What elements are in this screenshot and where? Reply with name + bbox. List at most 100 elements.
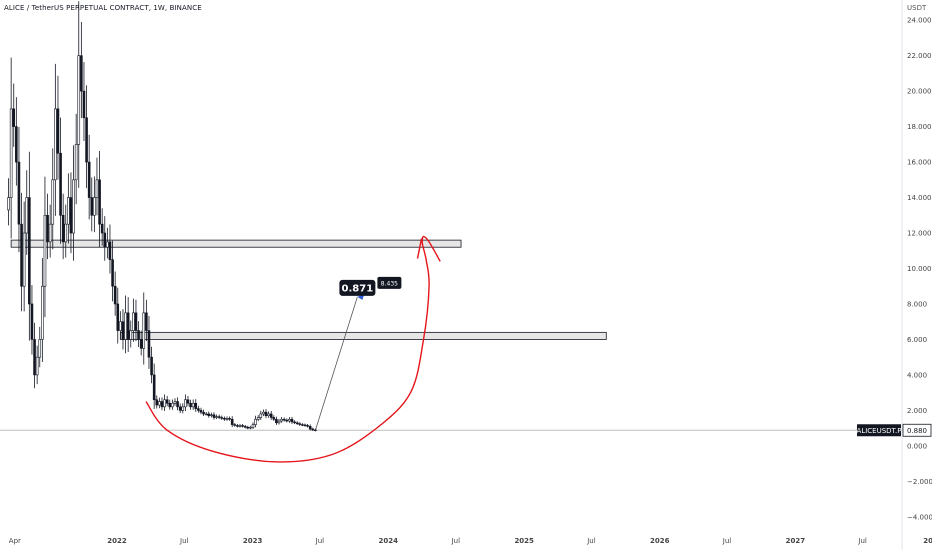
candle-body bbox=[191, 402, 195, 408]
candle-body bbox=[223, 418, 226, 420]
candle-body bbox=[72, 179, 75, 234]
candle-body bbox=[228, 418, 231, 420]
candle-body bbox=[139, 339, 143, 349]
x-tick-label: 202 bbox=[923, 537, 932, 545]
candle-body bbox=[251, 424, 255, 428]
candle-body bbox=[225, 418, 229, 420]
candle-body bbox=[269, 413, 273, 418]
candle-body bbox=[82, 90, 86, 119]
x-tick-label: 2027 bbox=[786, 537, 806, 545]
y-tick-label: 8.000 bbox=[907, 300, 927, 308]
candle-body bbox=[113, 285, 117, 305]
candle-body bbox=[220, 417, 224, 419]
candle-body bbox=[85, 117, 88, 163]
candle-body bbox=[230, 418, 234, 425]
candle-body bbox=[74, 144, 78, 181]
y-tick-label: 0.000 bbox=[907, 442, 927, 450]
candle-body bbox=[308, 426, 312, 430]
candle-body bbox=[285, 419, 289, 422]
candle-body bbox=[119, 321, 122, 331]
candle-body bbox=[217, 416, 221, 418]
candle-body bbox=[272, 417, 276, 420]
ratio-box bbox=[339, 279, 376, 296]
candle-body bbox=[132, 312, 135, 331]
candle-body bbox=[163, 399, 166, 408]
y-tick-label: 10.000 bbox=[907, 265, 932, 273]
candle-body bbox=[20, 223, 23, 287]
currency-label: USDT bbox=[907, 4, 927, 12]
candle-body bbox=[150, 356, 153, 376]
y-tick-label: −4.000 bbox=[907, 513, 932, 521]
candle-body bbox=[93, 197, 96, 216]
candle-body bbox=[178, 406, 182, 411]
candle-body bbox=[9, 108, 13, 198]
target-box bbox=[377, 276, 402, 289]
candle-body bbox=[168, 402, 172, 408]
candle-body bbox=[87, 161, 91, 198]
candle-body bbox=[38, 339, 42, 358]
candle-body bbox=[295, 422, 299, 424]
y-tick-label: 14.000 bbox=[907, 194, 932, 202]
candle-body bbox=[236, 425, 239, 427]
x-tick-label: 2026 bbox=[650, 537, 670, 545]
candle-body bbox=[54, 108, 57, 181]
y-tick-label: 22.000 bbox=[907, 52, 932, 60]
candle-body bbox=[142, 312, 146, 349]
candle-body bbox=[33, 339, 36, 376]
candle-body bbox=[59, 152, 62, 216]
target-label: 8.435 bbox=[381, 280, 398, 287]
candle-body bbox=[262, 411, 265, 415]
y-tick-label: 6.000 bbox=[907, 336, 927, 344]
candle-body bbox=[35, 356, 39, 376]
last-price-tag bbox=[902, 423, 932, 437]
candle-body bbox=[238, 425, 242, 427]
candle-body bbox=[48, 223, 52, 243]
candle-body bbox=[215, 416, 218, 418]
candle-body bbox=[210, 414, 213, 417]
y-tick-label: 20.000 bbox=[907, 88, 932, 96]
y-tick-label: 16.000 bbox=[907, 159, 932, 167]
y-tick-label: 24.000 bbox=[907, 17, 932, 25]
symbol-tag-label: ALICEUSDT.P bbox=[857, 427, 902, 435]
candle-body bbox=[241, 425, 244, 427]
candle-body bbox=[194, 402, 198, 409]
projection-curve bbox=[145, 235, 441, 463]
candle-body bbox=[98, 179, 101, 225]
y-tick-label: −2.000 bbox=[907, 478, 932, 486]
candle-body bbox=[137, 330, 140, 340]
candle-body bbox=[249, 426, 252, 429]
candle-body bbox=[134, 312, 138, 331]
candle-body bbox=[280, 418, 283, 422]
chart-title: ALICE / TetherUS PERPETUAL CONTRACT, 1W,… bbox=[4, 4, 202, 12]
candle-body bbox=[61, 214, 65, 243]
candle-body bbox=[267, 413, 270, 417]
candle-body bbox=[298, 423, 302, 425]
candle-body bbox=[202, 411, 205, 415]
candle-body bbox=[69, 197, 73, 234]
candle-body bbox=[41, 285, 44, 340]
candle-body bbox=[111, 259, 114, 287]
candle-body bbox=[288, 418, 291, 422]
candle-body bbox=[67, 197, 70, 225]
ratio-label: 0.871 bbox=[342, 283, 374, 294]
candle-body bbox=[103, 232, 107, 248]
candle-body bbox=[126, 312, 130, 340]
candle-body bbox=[171, 402, 174, 408]
candle-body bbox=[264, 411, 268, 417]
candle-body bbox=[303, 424, 307, 427]
candle-body bbox=[282, 418, 286, 421]
candle-body bbox=[233, 424, 237, 426]
candle-body bbox=[116, 303, 120, 331]
candle-body bbox=[155, 399, 159, 406]
candle-body bbox=[80, 55, 83, 92]
candle-body bbox=[43, 214, 47, 287]
candle-body bbox=[199, 410, 203, 413]
candle-body bbox=[124, 312, 127, 340]
candle-body bbox=[165, 399, 169, 404]
x-tick-label: Jul bbox=[586, 537, 596, 545]
candle-body bbox=[189, 402, 192, 408]
candle-body bbox=[77, 55, 81, 145]
candle-body bbox=[197, 408, 200, 411]
